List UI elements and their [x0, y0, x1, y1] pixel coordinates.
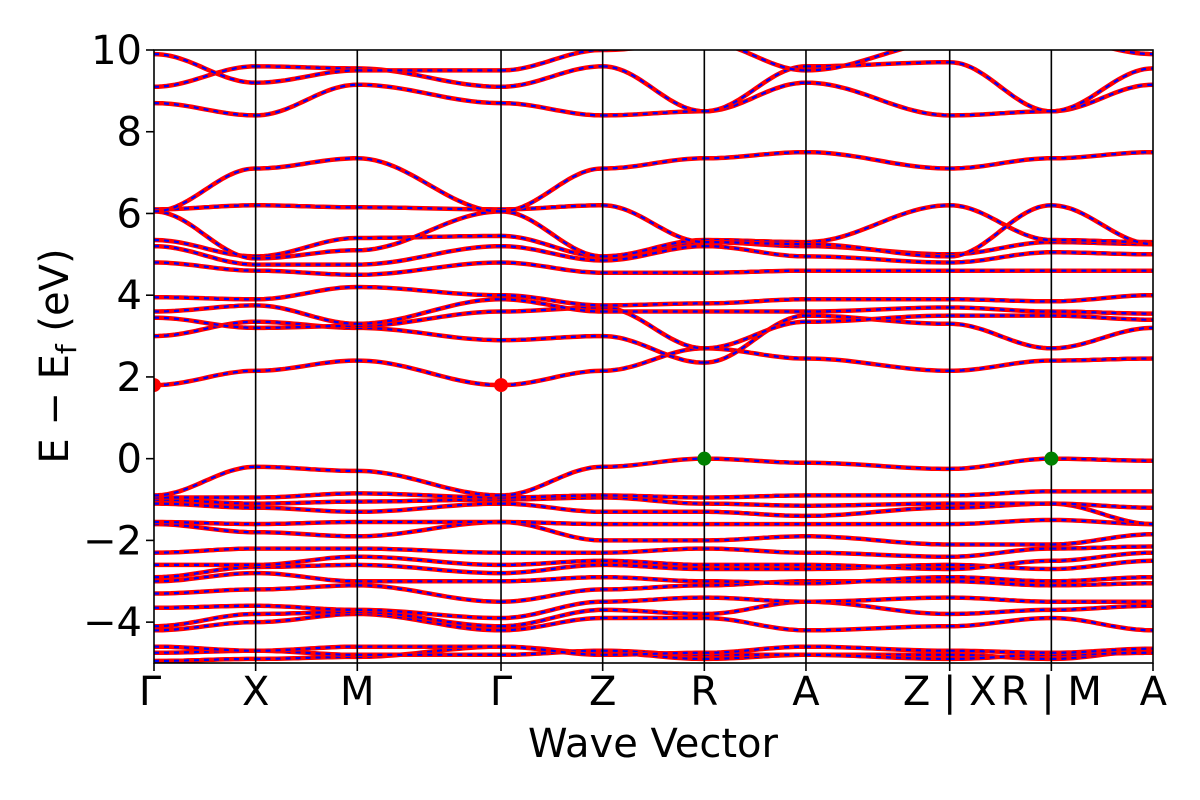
x-tick-label-4: Z: [589, 669, 616, 715]
band-dash-7: [154, 572, 1153, 585]
x-tick-label-6: A: [792, 669, 820, 715]
bands-layer: [154, 50, 1153, 663]
x-tick-label-2: M: [340, 669, 375, 715]
band-dash-12: [154, 518, 1153, 526]
plot-frame: [153, 49, 1154, 664]
band-line-29: [154, 60, 1153, 114]
y-tick-label-1: −2: [83, 518, 142, 564]
band-line-25: [154, 203, 1153, 261]
y-tick-label-4: 4: [117, 273, 142, 319]
y-tick-label-7: 10: [91, 28, 142, 74]
band-dash-4: [154, 600, 1153, 628]
x-tick-label-9: A: [1140, 669, 1168, 715]
y-tick-label-0: −4: [83, 600, 142, 646]
band-dash-5: [154, 596, 1153, 620]
extrema-markers-layer: [154, 378, 1059, 466]
y-axis-label-main: E − E: [32, 354, 78, 464]
band-dash-29: [154, 61, 1153, 113]
band-dash-22: [154, 261, 1153, 276]
band-dash-10: [154, 545, 1153, 558]
marker-vbm-2: [697, 451, 712, 466]
band-dash-26: [154, 204, 1153, 258]
band-dash-15: [154, 490, 1153, 499]
band-dash-11: [154, 520, 1153, 546]
marker-cbm-1: [494, 378, 509, 393]
x-tick-label-0: Γ: [139, 669, 162, 715]
y-tick-label-6: 8: [117, 110, 142, 156]
x-tick-label-8: R | M: [1001, 669, 1102, 715]
band-dash-19: [154, 306, 1153, 350]
y-tick-label-5: 6: [117, 191, 142, 237]
band-line-21: [154, 284, 1153, 308]
y-axis-ticks: −4 −2 0 2 4 6 8 10: [83, 28, 154, 646]
band-line-30: [154, 50, 1153, 85]
x-tick-label-1: X: [242, 669, 269, 715]
band-dash-28: [154, 81, 1153, 117]
y-axis-label-sub: f: [50, 343, 83, 354]
band-dash-30: [154, 50, 1153, 84]
x-axis-label: Wave Vector: [528, 721, 779, 767]
band-dash-27: [154, 151, 1153, 213]
x-tick-label-7: Z | X: [903, 669, 997, 715]
band-dash-16: [154, 457, 1153, 497]
band-dash-2: [154, 645, 1153, 656]
marker-vbm-3: [1044, 451, 1059, 466]
band-dash-20: [154, 298, 1153, 325]
band-dash-21: [154, 285, 1153, 307]
marker-cbm-0: [154, 378, 161, 393]
band-dash-9: [154, 551, 1153, 571]
kpoint-lines-layer: [254, 50, 1053, 663]
band-dash-3: [154, 612, 1153, 632]
y-axis-label: E − Ef (eV): [32, 248, 83, 463]
x-tick-label-3: Γ: [490, 669, 513, 715]
y-tick-label-2: 0: [117, 437, 142, 483]
y-axis-label-unit: (eV): [32, 248, 78, 344]
band-line-17: [154, 346, 1153, 388]
y-tick-label-3: 2: [117, 355, 142, 401]
band-dash-23: [154, 245, 1153, 266]
band-line-27: [154, 149, 1153, 214]
band-line-18: [154, 313, 1153, 365]
band-dash-17: [154, 347, 1153, 387]
x-tick-label-5: R: [690, 669, 718, 715]
